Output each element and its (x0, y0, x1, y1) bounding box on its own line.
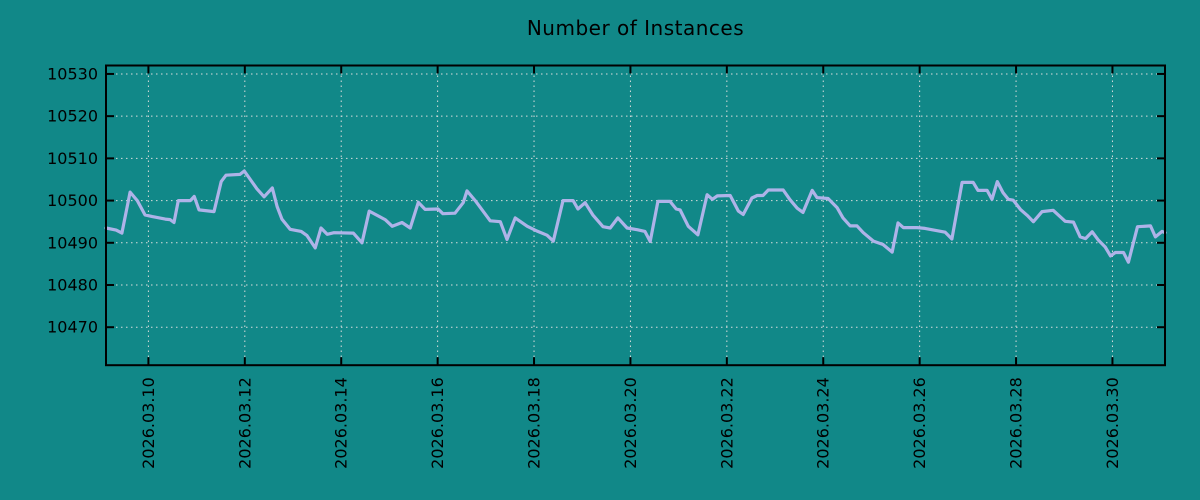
x-tick-label: 2026.03.26 (910, 377, 929, 469)
y-tick-label: 10510 (47, 149, 98, 168)
y-tick-label: 10470 (47, 318, 98, 337)
x-tick-label: 2026.03.22 (717, 377, 736, 469)
x-tick-label: 2026.03.20 (621, 377, 640, 469)
y-tick-label: 10500 (47, 191, 98, 210)
x-tick-label: 2026.03.28 (1007, 377, 1026, 469)
x-tick-label: 2026.03.24 (814, 377, 833, 469)
x-tick-label: 2026.03.30 (1103, 377, 1122, 469)
x-tick-label: 2026.03.18 (525, 377, 544, 469)
y-tick-label: 10490 (47, 233, 98, 252)
plot-border (105, 64, 1166, 367)
x-tick-label: 2026.03.10 (139, 377, 158, 469)
data-line-instances (104, 169, 1167, 264)
y-tick-label: 10480 (47, 275, 98, 294)
chart-title: Number of Instances (526, 16, 745, 40)
x-tick-label: 2026.03.12 (235, 377, 254, 469)
x-tick-label: 2026.03.16 (428, 377, 447, 469)
y-tick-label: 10530 (47, 64, 98, 83)
y-tick-label: 10520 (47, 107, 98, 126)
x-tick-label: 2026.03.14 (332, 377, 351, 469)
